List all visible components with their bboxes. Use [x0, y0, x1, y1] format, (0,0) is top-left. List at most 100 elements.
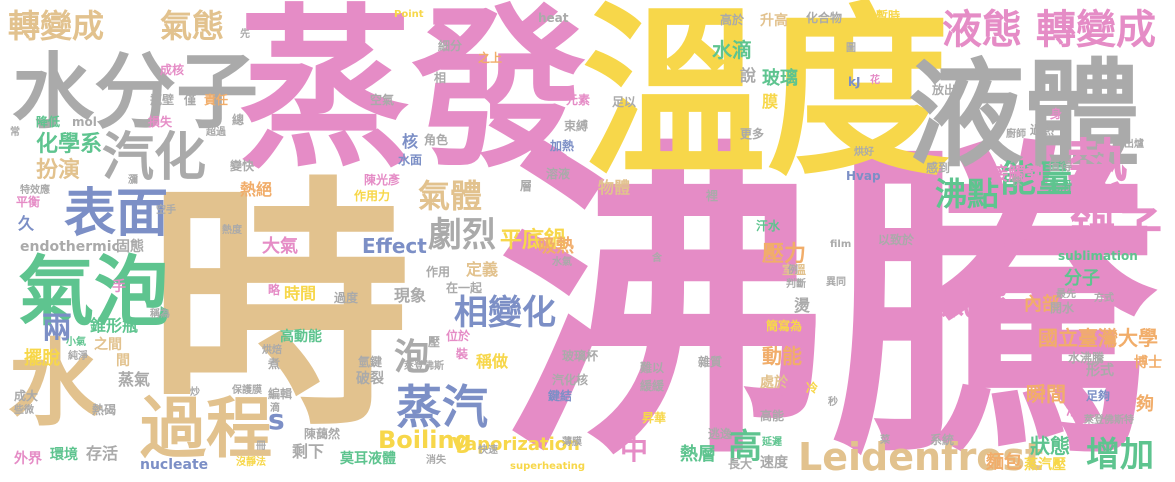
word-liquid: 液體: [908, 48, 1140, 183]
word-role: 角色: [424, 133, 449, 147]
word-worth: 值得: [1048, 159, 1073, 173]
word-at: 處於: [760, 375, 788, 391]
word-moisture: 水氣: [552, 257, 572, 268]
word-phenomenon: 現象: [394, 286, 427, 305]
word-overheat: 過熱: [1030, 123, 1055, 137]
word-heat-en: heat: [538, 11, 569, 25]
word-together: 在一起: [446, 281, 483, 295]
word-film-en: film: [830, 239, 852, 250]
word-between-2: 之間: [94, 337, 122, 353]
word-similarities: 異同: [826, 277, 846, 288]
word-dish: 菜: [880, 435, 890, 446]
word-water: 水: [8, 330, 103, 439]
word-erlenmeyer: 錐形瓶: [90, 316, 139, 335]
word-state: 狀態: [1030, 434, 1070, 458]
word-chen-airan: 陳藹然: [304, 427, 341, 441]
word-high-kinetic: 高動能: [280, 329, 322, 345]
word-middle: 中: [620, 433, 649, 466]
word-force: 作用力: [354, 189, 391, 203]
word-room-temp: 室溫: [782, 263, 807, 277]
word-more: 更多: [740, 127, 765, 141]
word-high-energy: 高能: [760, 409, 785, 423]
word-pot: 鍋子: [1070, 202, 1162, 256]
word-bubble-2: 泡: [394, 337, 431, 378]
word-solid: 固態: [116, 239, 144, 255]
word-spend: 花: [870, 75, 880, 86]
word-leidenfrost-zh: 萊登佛斯特: [1084, 415, 1134, 426]
word-evaporation: 蒸發: [238, 0, 587, 192]
word-thin-film: 薄膜: [562, 437, 582, 448]
word-hvap: Hvap: [846, 169, 881, 183]
word-disappear: 消失: [426, 455, 446, 466]
word-droplet: 水滴: [712, 38, 752, 62]
word-reduce: 降低: [36, 115, 61, 129]
word-bare-hand: 空手: [156, 205, 176, 216]
word-energy: 能量: [1000, 159, 1073, 200]
word-release: 放出: [932, 83, 957, 97]
word-temporary: 暫時: [876, 9, 901, 23]
word-enough-2: 足夠: [1086, 389, 1111, 403]
word-boiling-point: 沸點: [935, 175, 1000, 213]
word-brief: 略: [268, 283, 281, 297]
word-high: 高: [728, 427, 762, 467]
word-mole-liquid: 莫耳液體: [340, 451, 396, 467]
word-gas-state-1: 氣態: [160, 7, 225, 45]
word-slowly: 緩緩: [640, 379, 665, 393]
word-rise: 升高: [760, 13, 788, 29]
word-speed: 速度: [760, 455, 788, 471]
word-fill-air: 瀰: [128, 175, 138, 186]
word-object: 物體: [598, 178, 631, 197]
word-no-way: 沒靜法: [236, 457, 266, 468]
word-body: 身: [1050, 107, 1063, 121]
word-cold: 冷: [806, 381, 819, 395]
word-water-boiling: 水沸騰: [1068, 351, 1105, 365]
word-superheating: superheating: [510, 461, 586, 472]
word-flask-wall: 瓶壁: [150, 93, 175, 107]
word-point-en: Point: [394, 9, 424, 20]
word-nucleus: 核: [402, 132, 419, 151]
word-shi: 時: [148, 156, 410, 461]
word-so-that: 以致於: [878, 233, 915, 247]
word-effect: 作用: [426, 265, 451, 279]
word-phase: 相: [434, 71, 447, 85]
word-ntu: 國立臺灣大學: [1038, 326, 1158, 350]
word-heating: 加熱: [550, 139, 575, 153]
word-molecule: 分子: [1064, 268, 1100, 289]
word-solution: 溶液: [546, 167, 571, 181]
word-example: 例: [788, 265, 798, 276]
word-nucleate: nucleate: [140, 457, 209, 473]
word-glass-cup: 玻璃杯: [562, 349, 599, 363]
word-bound: 束縛: [564, 119, 589, 133]
word-film: 膜: [762, 92, 779, 111]
word-outside: 外界: [14, 451, 42, 467]
word-figure: 圖: [846, 43, 856, 54]
word-endothermic: endothermic: [20, 239, 120, 255]
word-hand: 手: [112, 279, 126, 295]
word-liq: 液: [1066, 403, 1080, 419]
word-vaporize: 汽化: [102, 128, 207, 188]
word-need: 需: [1104, 335, 1117, 349]
word-small-gas: 小氣: [66, 337, 86, 348]
word-sufficient: 足以: [612, 95, 637, 109]
word-say: 說: [740, 66, 757, 85]
word-steam: 蒸汽: [396, 380, 488, 434]
word-heat-stele: 熱碣: [92, 403, 117, 417]
word-absorb-heat: 吸熱: [538, 236, 574, 257]
word-layer: 層: [520, 179, 533, 193]
word-grow: 長大: [728, 457, 753, 471]
word-sublimation: sublimation: [1058, 249, 1138, 263]
word-glass: 玻璃: [762, 68, 798, 89]
word-heat-insulate: 熱絕: [240, 180, 273, 199]
word-long: 久: [18, 214, 35, 233]
word-baked: 烘好: [854, 147, 874, 158]
word-between-1: 間: [116, 353, 130, 369]
word-vapor-pressure: 蒸汽壓: [1024, 457, 1066, 473]
word-element: 元素: [566, 93, 591, 107]
word-flee: 逃逸: [708, 427, 733, 441]
word-time: 時間: [284, 284, 317, 303]
word-located: 位於: [446, 329, 471, 343]
word-form: 形式: [1086, 363, 1114, 379]
word-quick: 快: [1012, 177, 1022, 188]
word-special-effect: 特效應: [20, 185, 50, 196]
word-method: 方式: [1094, 293, 1114, 304]
